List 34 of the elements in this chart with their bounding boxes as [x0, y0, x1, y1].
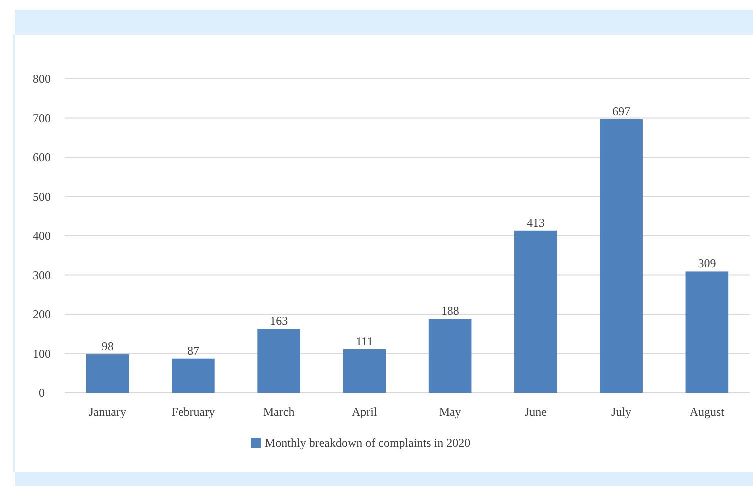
x-tick-label: August [690, 405, 726, 419]
bar [172, 358, 215, 393]
data-label: 87 [187, 344, 200, 358]
y-tick-label: 100 [33, 346, 51, 361]
x-tick-label: June [524, 405, 547, 419]
data-label: 188 [441, 304, 460, 318]
x-tick-label: April [352, 405, 378, 419]
y-tick-label: 0 [39, 386, 45, 400]
y-tick-label: 700 [33, 111, 51, 126]
bar [86, 354, 130, 393]
y-tick-label: 800 [33, 72, 51, 86]
y-tick-label: 500 [33, 190, 51, 204]
data-label: 697 [612, 104, 631, 118]
y-tick-label: 400 [33, 229, 51, 243]
data-label: 309 [698, 256, 716, 271]
x-tick-label: May [439, 405, 462, 419]
bar [600, 119, 643, 393]
bar [514, 230, 558, 393]
bar [428, 319, 472, 393]
bar [686, 272, 729, 393]
y-tick-label: 300 [33, 268, 51, 282]
x-tick-label: March [263, 405, 295, 419]
data-label: 413 [526, 216, 545, 230]
x-tick-label: February [172, 405, 216, 419]
legend-label: Monthly breakdown of complaints in 2020 [265, 436, 471, 450]
bar [258, 329, 300, 393]
y-tick-label: 200 [33, 308, 51, 322]
data-label: 163 [270, 314, 288, 328]
x-tick-label: July [612, 405, 632, 419]
x-tick-label: January [89, 405, 126, 419]
bar [343, 349, 386, 393]
data-label: 98 [102, 340, 114, 354]
y-tick-label: 600 [33, 150, 51, 164]
data-label: 111 [356, 334, 374, 348]
